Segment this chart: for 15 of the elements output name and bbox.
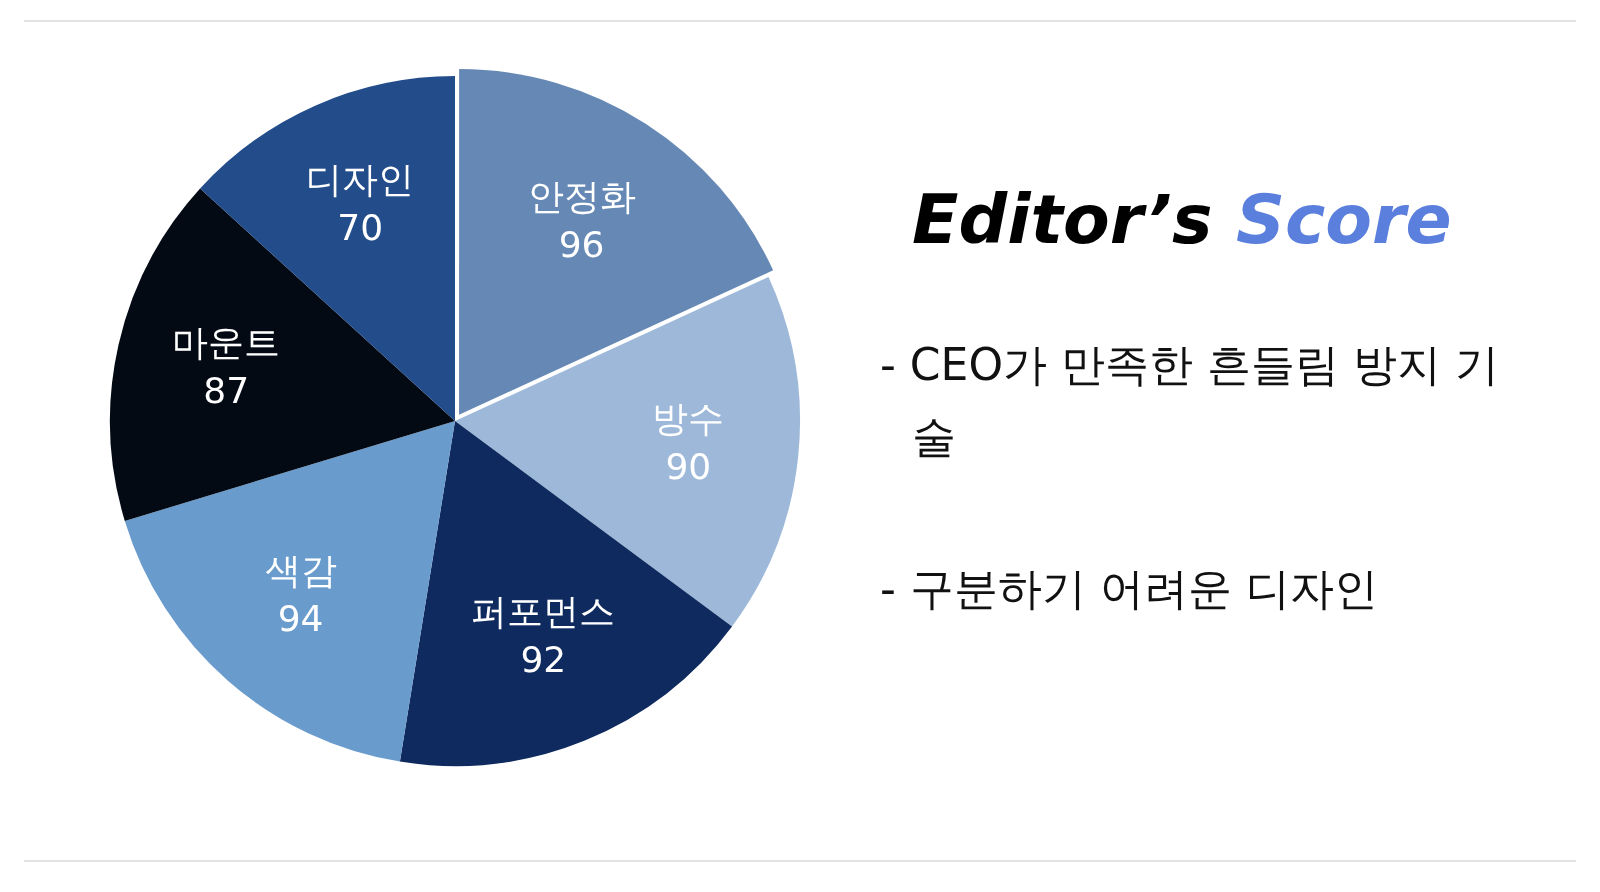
text: - 구분하기 어려운 디자인 (880, 562, 1379, 616)
slice-label: 디자인 (306, 158, 415, 200)
slice-label: 방수 (652, 397, 725, 439)
slice-label: 마운트 (172, 321, 281, 363)
slice-label: 안정화 (527, 175, 636, 217)
text: Editor’s Score (912, 180, 1452, 259)
data-label: 70 (337, 206, 384, 248)
data-label: 92 (520, 638, 567, 680)
slice-label: 색감 (264, 549, 337, 591)
data-label: 96 (558, 223, 605, 265)
text: - CEO가 만족한 흔들림 방지 기술 (880, 338, 1500, 464)
data-label: 94 (277, 597, 324, 639)
slice-label: 퍼포먼스 (471, 590, 616, 632)
data-label: 90 (665, 445, 712, 487)
data-label: 87 (203, 369, 250, 411)
